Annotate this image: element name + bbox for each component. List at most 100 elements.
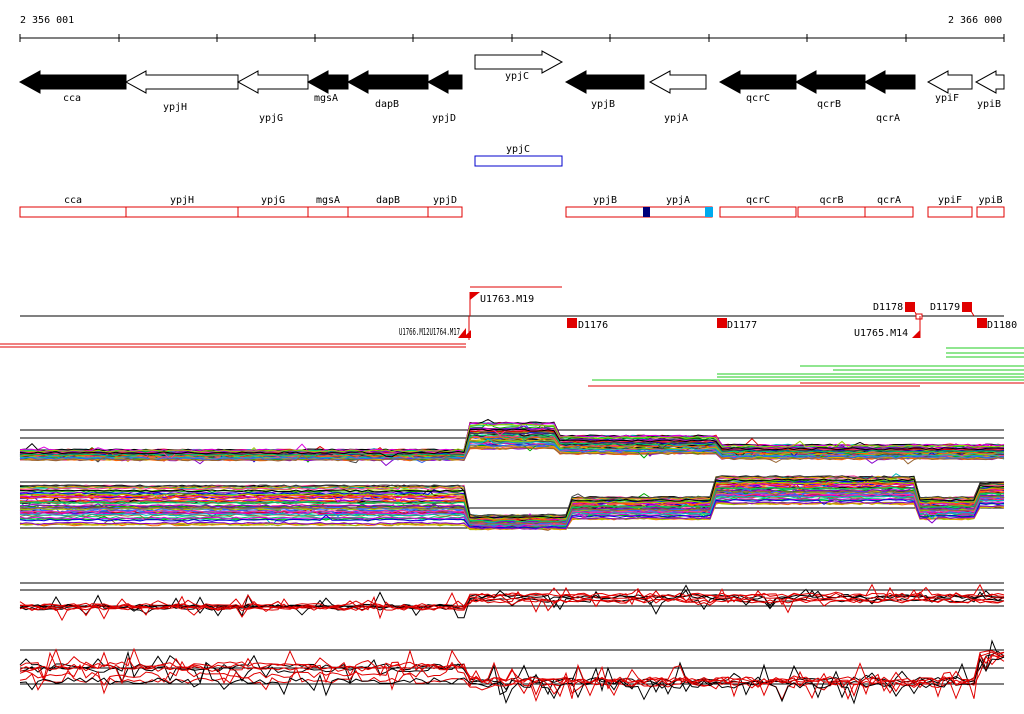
- reverse-box-qcrA[interactable]: [864, 206, 914, 218]
- reverse-box-label-ypjD: ypjD: [433, 195, 457, 206]
- feature-label-D1178: D1178: [873, 302, 903, 313]
- flag-icon[interactable]: [470, 292, 480, 300]
- red-square-icon[interactable]: [977, 318, 987, 328]
- reverse-box-ypjD[interactable]: [427, 206, 463, 218]
- gene-arrow-qcrC[interactable]: [718, 70, 797, 94]
- signal-trace: [19, 656, 1005, 705]
- gene-track: cca ypjH ypjG mgsA dapB ypjD ypjC ypjB ypjA qcrC q…: [18, 50, 1005, 124]
- signal-trace: [19, 432, 1005, 456]
- gene-arrow-ypiF[interactable]: [926, 70, 973, 94]
- signal-trace: [19, 650, 1005, 696]
- gene-label-ypjB: ypjB: [591, 99, 615, 110]
- alignment-lines: [0, 343, 1024, 387]
- red-square-icon[interactable]: [567, 318, 577, 328]
- reverse-box-label-dapB: dapB: [376, 195, 400, 206]
- gene-label-ypiB: ypiB: [977, 99, 1001, 110]
- coordinate-ruler: 2 356 001 2 366 000: [19, 15, 1005, 42]
- signal-trace: [19, 498, 1005, 529]
- reverse-box-ypjB[interactable]: [565, 206, 645, 218]
- gene-label-qcrB: qcrB: [817, 99, 841, 110]
- gene-label-ypjC: ypjC: [505, 71, 529, 82]
- marker-icon: [643, 207, 650, 217]
- reverse-box-ypjG[interactable]: [237, 206, 309, 218]
- signal-trace: [19, 428, 1005, 458]
- red-square-icon[interactable]: [905, 302, 915, 312]
- gene-arrow-ypjC[interactable]: [474, 50, 564, 74]
- signal-trace: [19, 586, 1005, 613]
- signal-trace: [19, 423, 1005, 453]
- flag-icon[interactable]: [458, 328, 466, 338]
- gene-arrow-ypjH[interactable]: [124, 70, 239, 94]
- signal-trace: [19, 649, 1005, 699]
- start-coordinate: 2 356 001: [20, 15, 74, 26]
- signal-trace: [19, 486, 1005, 523]
- gene-label-ypiF: ypiF: [935, 93, 959, 104]
- reverse-box-label-ypiB: ypiB: [978, 195, 1002, 206]
- reverse-box-mgsA[interactable]: [307, 206, 349, 218]
- reverse-box-label-ypiF: ypiF: [938, 195, 962, 206]
- gene-label-dapB: dapB: [375, 99, 399, 110]
- gene-arrow-ypiB[interactable]: [974, 70, 1005, 94]
- gene-arrow-ypjD[interactable]: [426, 70, 463, 94]
- reverse-box-ypiF[interactable]: [927, 206, 973, 218]
- signal-track-4: [19, 639, 1005, 705]
- forward-box-label: ypjC: [506, 144, 530, 155]
- signal-trace: [19, 422, 1005, 457]
- flag-icon[interactable]: [912, 330, 920, 338]
- gene-label-qcrA: qcrA: [876, 113, 900, 124]
- gene-arrow-dapB[interactable]: [346, 70, 429, 94]
- reverse-box-ypjA[interactable]: [643, 206, 713, 218]
- reverse-box-qcrB[interactable]: [797, 206, 866, 218]
- signal-trace: [19, 489, 1005, 525]
- signal-trace: [19, 583, 1005, 616]
- reverse-box-label-cca: cca: [64, 195, 82, 206]
- gene-arrow-ypjG[interactable]: [236, 70, 309, 94]
- feature-track: U1763.M19 U1766.M12U1764.M17 D1176 D1177…: [20, 286, 1017, 340]
- reverse-box-label-qcrC: qcrC: [746, 195, 770, 206]
- gene-label-ypjA: ypjA: [664, 113, 688, 124]
- reverse-box-dapB[interactable]: [347, 206, 429, 218]
- signal-track-3: [19, 582, 1005, 622]
- feature-label-U1763: U1763.M19: [480, 294, 534, 305]
- signal-track-lower: [19, 473, 1005, 531]
- signal-trace: [19, 500, 1005, 530]
- gene-label-cca: cca: [63, 93, 81, 104]
- signal-trace: [19, 655, 1005, 700]
- gene-arrow-mgsA[interactable]: [306, 70, 349, 94]
- reverse-box-label-ypjH: ypjH: [170, 195, 194, 206]
- signal-trace: [19, 499, 1005, 529]
- reverse-box-label-mgsA: mgsA: [316, 195, 340, 206]
- reverse-box-cca[interactable]: [19, 206, 127, 218]
- gene-label-ypjH: ypjH: [163, 102, 187, 113]
- signal-trace: [19, 480, 1005, 520]
- feature-label-U1765: U1765.M14: [854, 328, 908, 339]
- gene-arrow-ypjA[interactable]: [648, 70, 707, 94]
- signal-trace: [19, 486, 1005, 524]
- gene-arrow-cca[interactable]: [18, 70, 127, 94]
- signal-trace: [19, 443, 1005, 461]
- reverse-box-qcrC[interactable]: [719, 206, 797, 218]
- gene-label-ypjG: ypjG: [259, 113, 283, 124]
- gene-arrow-qcrA[interactable]: [863, 70, 916, 94]
- forward-box-ypjC[interactable]: [474, 155, 563, 167]
- reverse-box-label-ypjG: ypjG: [261, 195, 285, 206]
- signal-trace: [19, 475, 1005, 517]
- signal-trace: [19, 475, 1005, 517]
- reverse-box-ypjH[interactable]: [125, 206, 239, 218]
- gene-arrow-qcrB[interactable]: [794, 70, 866, 94]
- reverse-box-ypiB[interactable]: [976, 206, 1005, 218]
- feature-label-overlap: U1766.M12U1764.M17: [399, 327, 460, 338]
- signal-trace: [19, 647, 1005, 698]
- marker-icon: [705, 207, 713, 217]
- signal-track-upper: [19, 418, 1005, 467]
- forward-box-track: ypjC: [474, 144, 563, 167]
- feature-label-D1179: D1179: [930, 302, 960, 313]
- gene-arrow-ypjB[interactable]: [564, 70, 645, 94]
- reverse-box-track: cca ypjH ypjG mgsA dapB ypjD ypjB ypjA qcrC qcrB q…: [19, 195, 1005, 218]
- reverse-box-label-qcrA: qcrA: [877, 195, 901, 206]
- feature-label-D1177: D1177: [727, 320, 757, 331]
- red-square-icon[interactable]: [717, 318, 727, 328]
- signal-trace: [19, 583, 1005, 610]
- red-square-icon[interactable]: [962, 302, 972, 312]
